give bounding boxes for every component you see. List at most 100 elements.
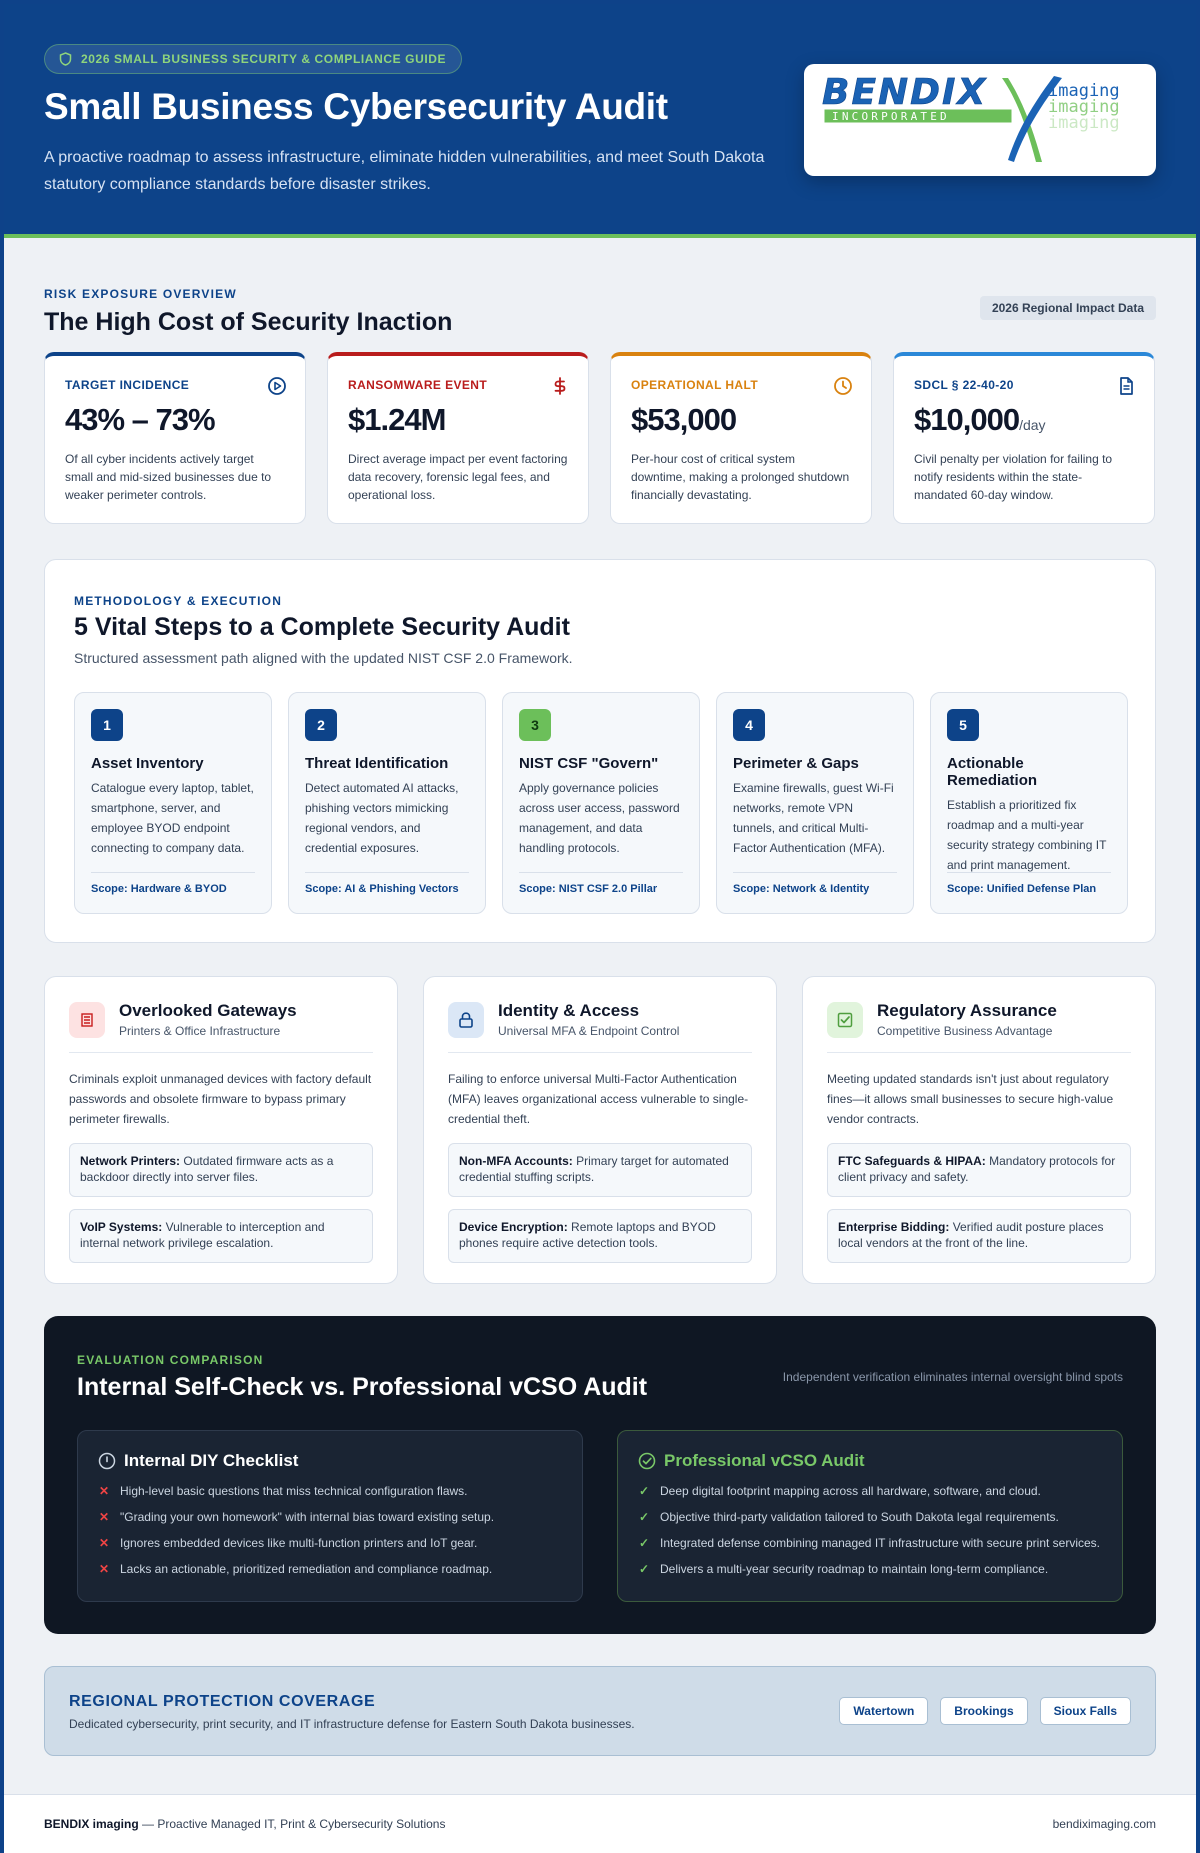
focus-item: Enterprise Bidding: Verified audit postu…: [827, 1209, 1131, 1263]
stat-value: $53,000: [631, 402, 737, 437]
coverage-subtitle: Dedicated cybersecurity, print security,…: [69, 1717, 635, 1731]
cross-icon: ✕: [98, 1484, 110, 1498]
step-scope: Scope: Unified Defense Plan: [947, 872, 1111, 895]
risk-eyebrow: RISK EXPOSURE OVERVIEW: [44, 287, 237, 301]
step-title: Threat Identification: [305, 755, 449, 772]
checkbox-icon: [827, 1001, 863, 1038]
focus-card-regulatory-assurance: Regulatory Assurance Competitive Busines…: [802, 976, 1156, 1284]
step-card-perimeter-gaps: 4 Perimeter & Gaps Examine firewalls, gu…: [716, 692, 914, 914]
stat-value: $10,000/day: [914, 402, 1046, 437]
stat-card-ransomware-event: RANSOMWARE EVENT $1.24M Direct average i…: [327, 352, 589, 524]
comparison-title: Internal Self-Check vs. Professional vCS…: [77, 1373, 648, 1401]
focus-title: Regulatory Assurance: [877, 1001, 1057, 1020]
focus-body: Failing to enforce universal Multi-Facto…: [448, 1072, 749, 1126]
risk-section-title: The High Cost of Security Inaction: [44, 308, 453, 336]
hero-subtitle: A proactive roadmap to assess infrastruc…: [44, 149, 765, 193]
check-icon: ✓: [638, 1536, 650, 1550]
methodology-eyebrow: METHODOLOGY & EXECUTION: [74, 594, 283, 608]
cross-icon: ✕: [98, 1562, 110, 1576]
stat-value: $1.24M: [348, 402, 446, 437]
city-tag-brookings: Brookings: [940, 1697, 1028, 1725]
comparison-eyebrow: EVALUATION COMPARISON: [77, 1353, 264, 1367]
focus-subtitle: Printers & Office Infrastructure: [119, 1024, 281, 1038]
diy-title: Internal DIY Checklist: [124, 1451, 299, 1470]
step-card-nist-govern: 3 NIST CSF "Govern" Apply governance pol…: [502, 692, 700, 914]
clock-icon: [834, 377, 852, 395]
company-logo: BENDIX INCORPORATED imaging imaging imag…: [804, 64, 1156, 176]
bendix-logo-graphic: BENDIX INCORPORATED imaging imaging imag…: [822, 72, 1120, 162]
hero-banner: 2026 SMALL BUSINESS SECURITY & COMPLIANC…: [4, 4, 1196, 238]
list-item: ✕ Ignores embedded devices like multi-fun…: [98, 1536, 478, 1550]
step-title: Asset Inventory: [91, 755, 204, 772]
stat-card-target-incidence: TARGET INCIDENCE 43% – 73% Of all cyber …: [44, 352, 306, 524]
step-title: Actionable Remediation: [947, 755, 1038, 789]
list-item: ✕ High-level basic questions that miss te…: [98, 1484, 468, 1498]
vcso-title: Professional vCSO Audit: [664, 1451, 865, 1470]
shield-icon: [59, 52, 72, 66]
city-list: Watertown Brookings Sioux Falls: [839, 1697, 1131, 1725]
step-number: 3: [519, 709, 551, 741]
focus-item: Network Printers: Outdated firmware acts…: [69, 1143, 373, 1197]
diy-list: ✕ High-level basic questions that miss te…: [98, 1483, 562, 1577]
guide-pill: 2026 SMALL BUSINESS SECURITY & COMPLIANC…: [44, 44, 463, 74]
focus-item: Non-MFA Accounts: Primary target for aut…: [448, 1143, 752, 1197]
logo-wordmark: BENDIX: [822, 72, 987, 113]
impact-data-badge: 2026 Regional Impact Data: [979, 296, 1156, 320]
step-number: 2: [305, 709, 337, 741]
coverage-title: REGIONAL PROTECTION COVERAGE: [69, 1693, 376, 1710]
focus-body: Meeting updated standards isn't just abo…: [827, 1072, 1114, 1126]
step-card-actionable-remediation: 5 Actionable Remediation Establish a pri…: [930, 692, 1128, 914]
step-number: 4: [733, 709, 765, 741]
stat-card-operational-halt: OPERATIONAL HALT $53,000 Per-hour cost o…: [610, 352, 872, 524]
stat-label: OPERATIONAL HALT: [631, 378, 759, 392]
comparison-note: Independent verification eliminates inte…: [782, 1370, 1123, 1384]
list-item: ✓ Objective third-party validation tailor…: [638, 1510, 1059, 1524]
list-item: ✓ Integrated defense combining managed IT…: [638, 1536, 1101, 1550]
focus-card-overlooked-gateways: Overlooked Gateways Printers & Office In…: [44, 976, 398, 1284]
stat-value: 43% – 73%: [65, 402, 216, 437]
city-tag-watertown: Watertown: [839, 1697, 929, 1725]
step-description: Detect automated AI attacks, phishing ve…: [305, 781, 459, 855]
step-title: Perimeter & Gaps: [733, 755, 859, 772]
logo-suffix-echo: imaging: [1048, 97, 1120, 117]
stat-description: Direct average impact per event factorin…: [348, 452, 568, 502]
diy-checklist-box: Internal DIY Checklist ✕ High-level basic…: [77, 1430, 583, 1602]
cross-icon: ✕: [98, 1510, 110, 1524]
check-circle-icon: [638, 1452, 656, 1470]
focus-item: Device Encryption: Remote laptops and BY…: [448, 1209, 752, 1263]
step-scope: Scope: Hardware & BYOD: [91, 872, 255, 895]
comparison-panel: EVALUATION COMPARISON Internal Self-Chec…: [44, 1316, 1156, 1634]
footer-website-link[interactable]: bendiximaging.com: [1052, 1817, 1156, 1831]
step-number: 5: [947, 709, 979, 741]
step-title: NIST CSF "Govern": [519, 755, 659, 772]
list-item: ✓ Delivers a multi-year security roadmap …: [638, 1562, 1049, 1576]
focus-card-identity-access: Identity & Access Universal MFA & Endpoi…: [423, 976, 777, 1284]
check-icon: ✓: [638, 1562, 650, 1576]
footer-brand: BENDIX imaging — Proactive Managed IT, P…: [44, 1817, 446, 1831]
step-scope: Scope: NIST CSF 2.0 Pillar: [519, 872, 683, 895]
stat-label: TARGET INCIDENCE: [65, 378, 190, 392]
logo-suffix: imaging: [1048, 81, 1120, 101]
logo-suffix-echo-2: imaging: [1048, 113, 1120, 133]
page-title: Small Business Cybersecurity Audit: [44, 86, 668, 127]
footer: BENDIX imaging — Proactive Managed IT, P…: [4, 1794, 1196, 1853]
step-card-asset-inventory: 1 Asset Inventory Catalogue every laptop…: [74, 692, 272, 914]
focus-title: Overlooked Gateways: [119, 1001, 297, 1020]
focus-item: VoIP Systems: Vulnerable to interception…: [69, 1209, 373, 1263]
vcso-audit-box: Professional vCSO Audit ✓ Deep digital fo…: [617, 1430, 1123, 1602]
methodology-subtitle: Structured assessment path aligned with …: [74, 650, 573, 666]
focus-subtitle: Competitive Business Advantage: [877, 1024, 1053, 1038]
guide-label: 2026 SMALL BUSINESS SECURITY & COMPLIANC…: [81, 52, 447, 66]
check-icon: ✓: [638, 1510, 650, 1524]
methodology-panel: METHODOLOGY & EXECUTION 5 Vital Steps to…: [44, 559, 1156, 943]
regional-coverage: REGIONAL PROTECTION COVERAGE Dedicated c…: [44, 1666, 1156, 1756]
logo-tagline: INCORPORATED: [832, 110, 950, 123]
step-scope: Scope: AI & Phishing Vectors: [305, 872, 469, 895]
stat-label: RANSOMWARE EVENT: [348, 378, 488, 392]
city-tag-sioux-falls: Sioux Falls: [1039, 1697, 1131, 1725]
document-icon: [1120, 377, 1133, 395]
stat-description: Of all cyber incidents actively target s…: [65, 452, 272, 502]
stat-description: Civil penalty per violation for failing …: [914, 452, 1113, 502]
play-circle-icon: [268, 377, 286, 395]
stat-label: SDCL § 22-40-20: [914, 378, 1014, 392]
